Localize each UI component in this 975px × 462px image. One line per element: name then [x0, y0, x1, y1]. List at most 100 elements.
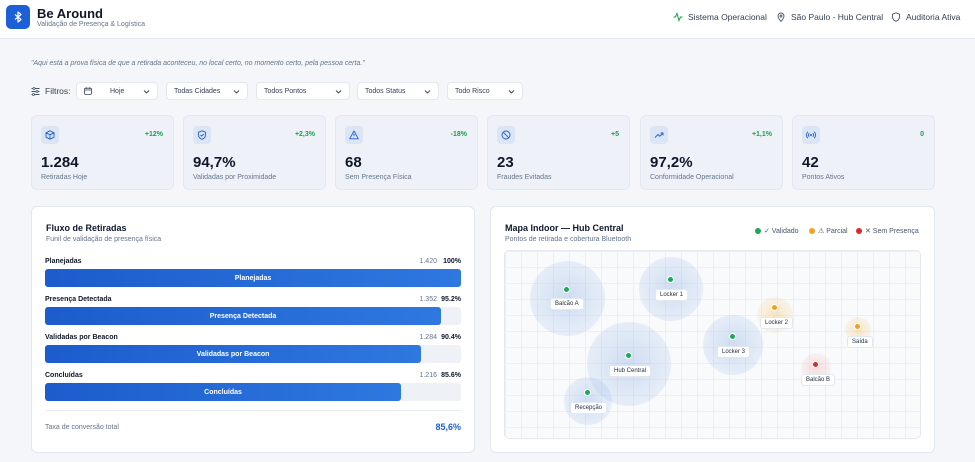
funnel-step[interactable]: Presença Detectada 1.352 95.2% Presença … [45, 296, 461, 328]
point-filter-value: Todos Pontos [264, 87, 307, 95]
status-filter-value: Todos Status [365, 87, 406, 95]
conversion-label: Taxa de conversão total [45, 424, 119, 431]
funnel-panel: Fluxo de Retiradas Funil de validação de… [31, 206, 475, 453]
date-filter[interactable]: Hoje [76, 82, 158, 100]
kpi-delta: -18% [450, 131, 467, 138]
divider [45, 410, 461, 411]
pin-label: Locker 2 [760, 317, 794, 329]
city-filter[interactable]: Todas Cidades [166, 82, 248, 100]
kpi-delta: 0 [920, 131, 924, 138]
point-filter[interactable]: Todos Pontos [256, 82, 350, 100]
city-filter-value: Todas Cidades [174, 87, 221, 95]
calendar-icon [84, 87, 92, 95]
top-bar: Be Around Validação de Presença & Logíst… [0, 0, 975, 39]
kpi-value: 97,2% [650, 154, 693, 171]
pin-label: Hub Central [609, 365, 652, 377]
funnel-step-percent: 95.2% [441, 296, 461, 303]
pin-label: Balcão B [801, 374, 836, 386]
location-label: São Paulo - Hub Central [791, 12, 884, 22]
filters-text: Filtros: [45, 86, 71, 96]
system-status[interactable]: Sistema Operacional [673, 12, 767, 22]
funnel-title: Fluxo de Retiradas [46, 223, 127, 233]
funnel-bar: Concluídas [45, 383, 402, 401]
kpi-value: 23 [497, 154, 514, 171]
access-point-pin[interactable] [667, 276, 674, 283]
funnel-subtitle: Funil de validação de presença física [46, 236, 162, 243]
map-title: Mapa Indoor — Hub Central [505, 223, 624, 233]
funnel-step[interactable]: Validadas por Beacon 1.284 90.4% Validad… [45, 334, 461, 366]
chevron-down-icon [233, 90, 240, 94]
app-subtitle: Validação de Presença & Logística [37, 21, 146, 28]
kpi-label: Sem Presença Física [345, 174, 412, 181]
system-status-label: Sistema Operacional [688, 12, 767, 22]
funnel-step-percent: 100% [443, 258, 461, 265]
legend-label: ✓ Validado [764, 228, 799, 235]
filters-label: Filtros: [31, 86, 71, 96]
coverage-zone [587, 322, 671, 406]
risk-filter-value: Todo Risco [455, 87, 490, 95]
funnel-step[interactable]: Planejadas 1.420 100% Planejadas [45, 258, 461, 290]
kpi-delta: +12% [144, 131, 163, 138]
coverage-zone [564, 377, 612, 425]
kpi-delta: +2,3% [294, 131, 315, 138]
legend-label: ⚠ Parcial [818, 228, 848, 235]
sliders-icon [31, 86, 40, 96]
location-selector[interactable]: São Paulo - Hub Central [776, 12, 883, 22]
pin-label: Locker 3 [717, 346, 751, 358]
legend-partial: ⚠ Parcial [809, 227, 848, 235]
status-filter[interactable]: Todos Status [357, 82, 439, 100]
funnel-track: Planejadas [45, 269, 461, 287]
chevron-down-icon [335, 90, 342, 94]
broadcast-icon [802, 126, 820, 144]
shield-icon [892, 12, 900, 22]
funnel-step-percent: 85.6% [441, 372, 461, 379]
ban-icon [497, 126, 515, 144]
kpi-label: Fraudes Evitadas [497, 174, 552, 181]
funnel-step-percent: 90.4% [441, 334, 461, 341]
kpi-label: Validadas por Proximidade [193, 174, 277, 181]
funnel-step-count: 1.216 [419, 372, 437, 379]
bluetooth-logo-icon [6, 5, 30, 29]
kpi-value: 94,7% [193, 154, 236, 171]
indoor-map[interactable]: Balcão A Locker 1 Locker 2 Saída Locker … [504, 250, 921, 439]
chevron-down-icon [424, 90, 431, 94]
kpi-label: Pontos Ativos [802, 174, 845, 181]
access-point-pin[interactable] [625, 352, 632, 359]
chevron-down-icon [508, 90, 515, 94]
pin-label: Saída [847, 336, 873, 348]
kpi-card-sem-presenca[interactable]: -18% 68 Sem Presença Física [335, 115, 478, 190]
legend-validated: ✓ Validado [755, 227, 799, 235]
kpi-card-conformidade[interactable]: +1,1% 97,2% Conformidade Operacional [640, 115, 783, 190]
audit-label: Auditoria Ativa [906, 12, 961, 22]
trending-up-icon [650, 126, 668, 144]
kpi-card-validadas[interactable]: +2,3% 94,7% Validadas por Proximidade [183, 115, 326, 190]
legend-no-presence: ✕ Sem Presença [856, 227, 919, 235]
box-icon [41, 126, 59, 144]
coverage-zone [703, 315, 763, 375]
access-point-pin[interactable] [584, 389, 591, 396]
access-point-pin[interactable] [854, 323, 861, 330]
funnel-step-name: Validadas por Beacon [45, 334, 118, 341]
risk-filter[interactable]: Todo Risco [447, 82, 523, 100]
access-point-pin[interactable] [771, 304, 778, 311]
kpi-card-fraudes[interactable]: +5 23 Fraudes Evitadas [487, 115, 630, 190]
kpi-value: 1.284 [41, 154, 79, 171]
pin-label: Locker 1 [655, 289, 689, 301]
funnel-step-name: Concluídas [45, 372, 83, 379]
date-filter-value: Hoje [110, 87, 125, 95]
access-point-pin[interactable] [563, 286, 570, 293]
access-point-pin[interactable] [812, 361, 819, 368]
kpi-delta: +1,1% [751, 131, 772, 138]
kpi-card-retiradas[interactable]: +12% 1.284 Retiradas Hoje [31, 115, 174, 190]
kpi-card-pontos[interactable]: 0 42 Pontos Ativos [792, 115, 935, 190]
funnel-track: Concluídas [45, 383, 461, 401]
funnel-step[interactable]: Concluídas 1.216 85.6% Concluídas [45, 372, 461, 404]
access-point-pin[interactable] [729, 333, 736, 340]
funnel-step-name: Presença Detectada [45, 296, 112, 303]
funnel-step-name: Planejadas [45, 258, 82, 265]
red-dot-icon [856, 228, 862, 234]
audit-status[interactable]: Auditoria Ativa [891, 12, 960, 22]
funnel-bar: Presença Detectada [45, 307, 442, 325]
map-pin-icon [777, 12, 785, 22]
tagline-quote: "Aqui está a prova física de que a retir… [31, 60, 365, 67]
